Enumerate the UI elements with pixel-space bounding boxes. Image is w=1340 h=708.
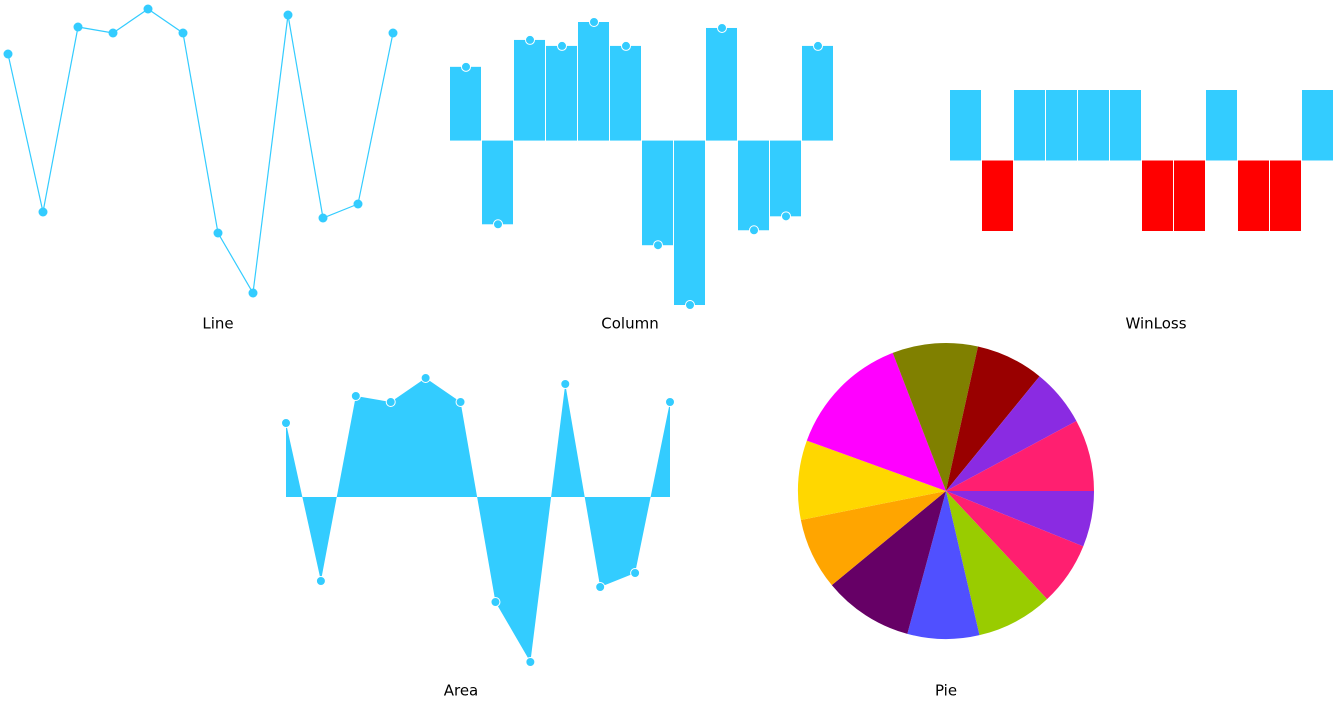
marker	[781, 211, 791, 222]
marker	[353, 199, 363, 209]
marker	[3, 49, 13, 59]
marker	[717, 22, 727, 33]
marker	[385, 397, 396, 407]
marker	[315, 576, 326, 586]
marker	[685, 300, 695, 310]
marker	[281, 418, 291, 428]
marker	[653, 240, 663, 251]
column	[546, 45, 577, 141]
area	[286, 378, 670, 662]
win-bar	[1206, 90, 1237, 161]
pie-slice	[946, 376, 1077, 491]
line	[7, 8, 394, 295]
loss-bar	[1174, 160, 1205, 231]
marker	[38, 207, 48, 217]
column	[514, 39, 545, 141]
loss-bar	[1270, 160, 1301, 231]
pie-slice	[946, 491, 1094, 547]
pie-slice	[806, 352, 946, 491]
win-bar	[1302, 90, 1333, 161]
marker	[388, 28, 398, 38]
marker	[178, 28, 188, 38]
marker	[560, 379, 571, 389]
marker	[557, 40, 567, 51]
column	[674, 140, 705, 305]
win-bar	[1110, 90, 1141, 161]
pie-slice	[946, 491, 1084, 600]
win-bar	[1046, 90, 1077, 161]
marker	[589, 17, 599, 27]
marker	[248, 288, 258, 298]
loss-bar	[1238, 160, 1269, 231]
pie-slice	[831, 491, 946, 634]
marker	[665, 397, 675, 407]
marker	[143, 4, 153, 14]
chart-label: WinLoss	[1125, 315, 1186, 333]
loss-bar	[982, 160, 1013, 231]
marker	[318, 213, 328, 223]
marker	[813, 40, 823, 51]
marker	[490, 597, 501, 607]
marker	[493, 219, 503, 230]
marker	[525, 34, 535, 45]
marker	[73, 22, 83, 32]
chart-label: Pie	[935, 682, 957, 700]
marker	[621, 40, 631, 51]
marker	[630, 568, 641, 578]
column	[706, 27, 737, 141]
column	[770, 140, 801, 217]
loss-bar	[1142, 160, 1173, 231]
marker	[420, 373, 431, 383]
pie-slice	[946, 346, 1040, 491]
marker	[283, 10, 293, 20]
column	[738, 140, 769, 231]
column	[802, 45, 833, 141]
marker	[595, 582, 606, 592]
win-bar	[950, 90, 981, 161]
marker	[350, 391, 361, 401]
marker	[525, 657, 536, 667]
marker	[213, 228, 223, 238]
pie-slice	[946, 421, 1094, 491]
column	[610, 45, 641, 141]
column	[482, 140, 513, 225]
pie-slice	[892, 343, 978, 491]
pie-slice	[946, 491, 1048, 636]
column	[450, 66, 481, 141]
chart-label: Line	[202, 315, 233, 333]
win-bar	[1078, 90, 1109, 161]
chart-label: Column	[601, 315, 658, 333]
column	[578, 22, 609, 141]
column	[642, 140, 673, 246]
pie-slice	[800, 491, 946, 586]
marker	[108, 28, 118, 38]
marker	[455, 397, 466, 407]
pie-slice	[907, 491, 980, 639]
marker	[749, 225, 759, 236]
pie-slice	[798, 440, 946, 520]
marker	[461, 61, 471, 72]
chart-label: Area	[444, 682, 479, 700]
win-bar	[1014, 90, 1045, 161]
